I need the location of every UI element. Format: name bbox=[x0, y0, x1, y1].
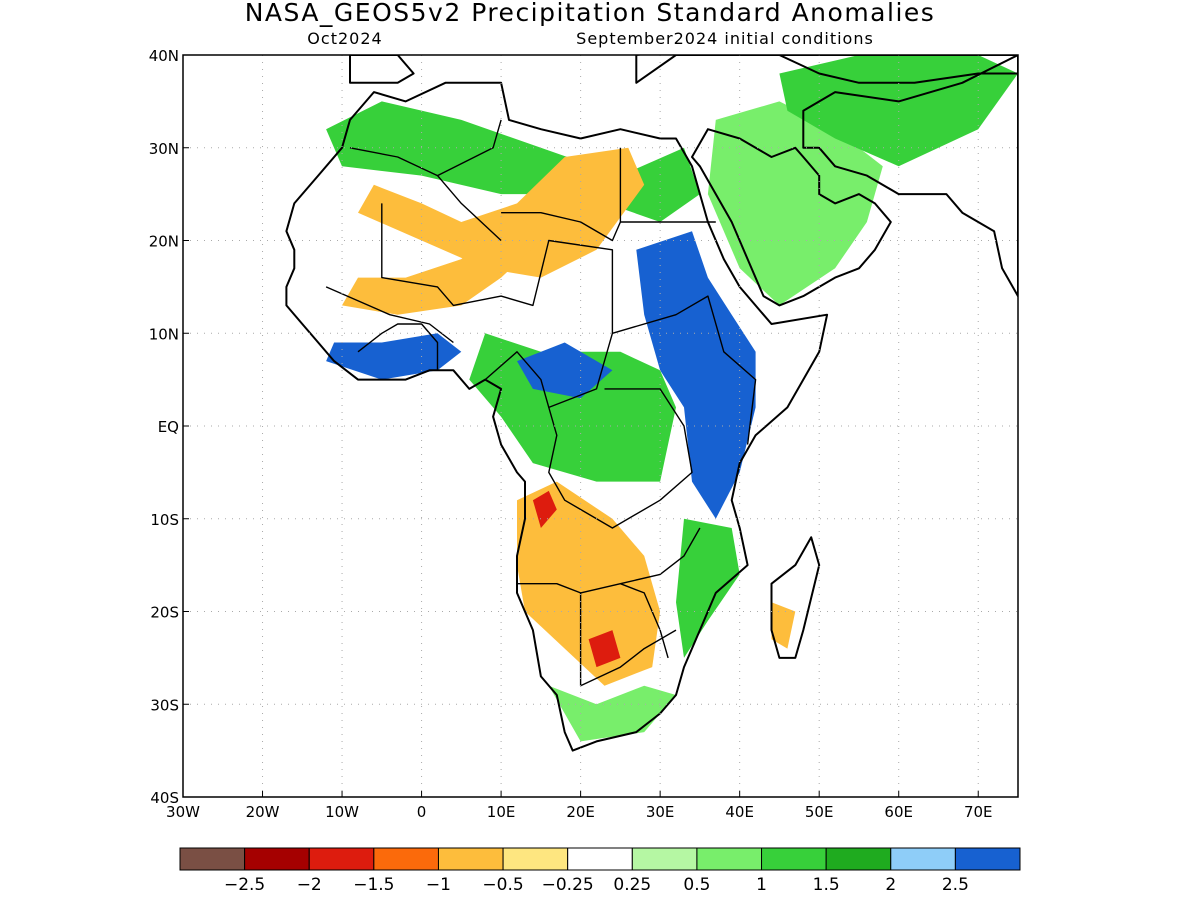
anomaly-region-central-blue bbox=[517, 342, 613, 399]
land-base-iberia bbox=[350, 55, 414, 83]
country-border bbox=[437, 119, 502, 177]
anomaly-region-east-africa-blue bbox=[636, 231, 756, 519]
colorbar-label: 0.5 bbox=[683, 875, 710, 895]
colorbar-label: −2 bbox=[297, 875, 322, 895]
longitude-ticks: 30W 20W 10W 0 10E 20E 30E 40E 50E 60E 70E bbox=[166, 791, 993, 821]
coastline-levant-asia bbox=[635, 55, 1018, 84]
colorbar-label: 2.5 bbox=[942, 875, 969, 895]
x-tick-label: 10E bbox=[487, 803, 516, 821]
forecast-month: Oct2024 bbox=[307, 29, 382, 48]
anomaly-region-middle-east-green bbox=[779, 55, 1018, 167]
colorbar-swatch bbox=[696, 847, 763, 871]
colorbar-label: −0.25 bbox=[542, 875, 594, 895]
map-area bbox=[183, 55, 1018, 797]
anomaly-region-madagascar-orange bbox=[771, 602, 796, 649]
colorbar-label: −0.5 bbox=[482, 875, 523, 895]
colorbar: −2.5 −2 −1.5 −1 −0.5 −0.25 0.25 0.5 1 1.5 2 2.5 bbox=[179, 847, 1021, 895]
country-border bbox=[357, 323, 439, 371]
colorbar-swatch bbox=[825, 847, 892, 871]
colorbar-label: −1 bbox=[426, 875, 451, 895]
colorbar-swatch bbox=[179, 847, 246, 871]
colorbar-label: −2.5 bbox=[224, 875, 265, 895]
country-border bbox=[604, 388, 693, 501]
y-tick-label: EQ bbox=[158, 418, 179, 436]
anomaly-region-mozambique-green bbox=[676, 518, 740, 658]
anomaly-regions bbox=[286, 55, 1018, 751]
country-borders bbox=[325, 119, 757, 687]
anomaly-region-botswana-red bbox=[588, 630, 621, 668]
y-tick-label: 30N bbox=[149, 140, 179, 158]
anomaly-region-central-africa-green bbox=[469, 333, 676, 482]
colorbar-label: 1.5 bbox=[813, 875, 840, 895]
x-tick-label: 0 bbox=[417, 803, 427, 821]
coastline-iberia bbox=[349, 55, 415, 84]
y-tick-label: 20N bbox=[149, 233, 179, 251]
x-tick-label: 20W bbox=[246, 803, 280, 821]
x-tick-label: 50E bbox=[805, 803, 834, 821]
country-border bbox=[381, 203, 614, 409]
colorbar-swatch bbox=[954, 847, 1021, 871]
y-tick-label: 40S bbox=[150, 789, 179, 807]
x-tick-label: 30W bbox=[166, 803, 200, 821]
y-tick-label: 20S bbox=[150, 604, 179, 622]
colorbar-swatch bbox=[502, 847, 569, 871]
colorbar-swatch bbox=[373, 847, 439, 871]
colorbar-swatch bbox=[890, 847, 956, 871]
colorbar-swatch bbox=[244, 847, 310, 871]
colorbar-label: 1 bbox=[756, 875, 767, 895]
y-tick-label: 40N bbox=[149, 47, 179, 65]
lat-lon-grid bbox=[183, 55, 1018, 797]
y-tick-label: 30S bbox=[150, 696, 179, 714]
x-tick-label: 60E bbox=[884, 803, 913, 821]
x-tick-label: 40E bbox=[725, 803, 754, 821]
latitude-ticks: 40N 30N 20N 10N EQ 10S 20S 30S 40S bbox=[149, 47, 189, 807]
country-border bbox=[612, 295, 757, 445]
anomaly-region-west-africa-blue bbox=[326, 333, 462, 380]
x-tick-label: 10W bbox=[325, 803, 359, 821]
colorbar-swatch bbox=[567, 847, 633, 871]
x-tick-label: 70E bbox=[964, 803, 993, 821]
colorbar-label: −1.5 bbox=[353, 875, 394, 895]
country-border bbox=[548, 407, 661, 529]
x-tick-label: 20E bbox=[566, 803, 595, 821]
y-tick-label: 10N bbox=[149, 325, 179, 343]
coastline-arabia bbox=[691, 128, 892, 307]
y-tick-label: 10S bbox=[150, 511, 179, 529]
colorbar-swatch bbox=[761, 847, 827, 871]
country-border bbox=[501, 147, 622, 242]
figure-title: NASA_GEOS5v2 Precipitation Standard Anom… bbox=[245, 0, 936, 27]
x-tick-label: 30E bbox=[646, 803, 675, 821]
country-border bbox=[325, 286, 454, 344]
initial-conditions: September2024 initial conditions bbox=[576, 29, 874, 48]
colorbar-swatch bbox=[631, 847, 698, 871]
coastline-persia-india bbox=[802, 55, 1018, 298]
land-outlines bbox=[285, 55, 1018, 752]
anomaly-region-arabia-green bbox=[707, 101, 883, 306]
colorbar-swatch bbox=[437, 847, 504, 871]
coastline-africa bbox=[285, 81, 829, 752]
anomaly-region-angola-red bbox=[532, 490, 557, 528]
colorbar-swatch bbox=[308, 847, 375, 871]
country-border bbox=[579, 592, 677, 687]
colorbar-label: 0.25 bbox=[613, 875, 651, 895]
anomaly-region-sahel-orange bbox=[342, 212, 541, 315]
colorbar-label: 2 bbox=[885, 875, 896, 895]
coastline-madagascar bbox=[770, 536, 821, 659]
anomaly-region-southern-africa-orange bbox=[517, 481, 661, 686]
